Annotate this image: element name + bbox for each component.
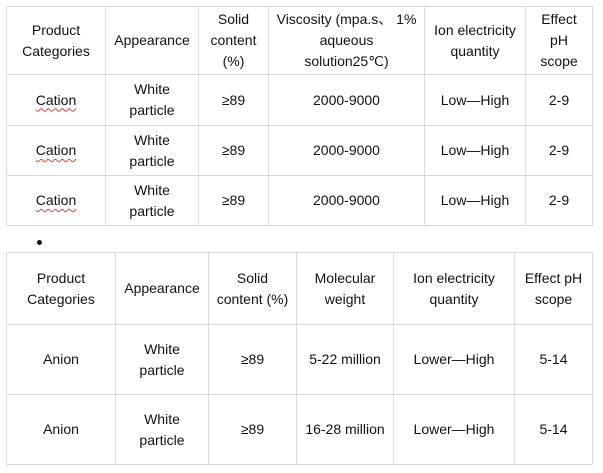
cell-category: Cation	[6, 74, 106, 126]
cell-solid: ≥89	[208, 394, 297, 465]
cell-solid: ≥89	[198, 74, 269, 126]
header-product-categories: Product Categories	[6, 252, 116, 325]
table-row: Cation White particle ≥89 2000-9000 Low—H…	[6, 74, 593, 126]
cell-molecular-weight: 5-22 million	[296, 324, 394, 395]
cell-appearance: White particle	[105, 175, 199, 226]
header-appearance: Appearance	[105, 6, 199, 75]
table-row: Anion White particle ≥89 5-22 million Low…	[6, 324, 593, 395]
header-effect-ph: Effect pH scope	[525, 6, 593, 75]
header-solid-content: Solid content (%)	[198, 6, 269, 75]
cell-appearance: White particle	[105, 125, 199, 176]
cell-solid: ≥89	[208, 324, 297, 395]
cell-category: Anion	[6, 394, 116, 465]
table-row: Anion White particle ≥89 16-28 million Lo…	[6, 394, 593, 465]
table-row: Cation White particle ≥89 2000-9000 Low—H…	[6, 175, 593, 226]
table-row: Cation White particle ≥89 2000-9000 Low—H…	[6, 125, 593, 176]
cell-viscosity: 2000-9000	[268, 74, 425, 126]
header-molecular-weight: Molecular weight	[296, 252, 394, 325]
cell-ion: Lower—High	[393, 324, 515, 395]
cell-ion: Low—High	[424, 125, 526, 176]
cell-ph: 2-9	[525, 74, 593, 126]
table-header-row: Product Categories Appearance Solid conten…	[6, 252, 593, 325]
cell-ion: Low—High	[424, 74, 526, 126]
header-solid-content: Solid content (%)	[208, 252, 297, 325]
cell-category: Cation	[6, 125, 106, 176]
header-product-categories: Product Categories	[6, 6, 106, 75]
table-header-row: Product Categories Appearance Solid conten…	[6, 6, 593, 75]
list-bullet	[37, 240, 42, 245]
cell-ph: 5-14	[514, 394, 593, 465]
cell-molecular-weight: 16-28 million	[296, 394, 394, 465]
cell-viscosity: 2000-9000	[268, 125, 425, 176]
cell-viscosity: 2000-9000	[268, 175, 425, 226]
header-viscosity: Viscosity (mpa.s、 1% aqueous solution25℃)	[268, 6, 425, 75]
cell-ph: 2-9	[525, 175, 593, 226]
cell-category: Anion	[6, 324, 116, 395]
anion-spec-table: Product Categories Appearance Solid conten…	[6, 252, 593, 465]
cell-appearance: White particle	[115, 324, 209, 395]
header-appearance: Appearance	[115, 252, 209, 325]
cell-solid: ≥89	[198, 175, 269, 226]
header-effect-ph: Effect pH scope	[514, 252, 593, 325]
cell-solid: ≥89	[198, 125, 269, 176]
cell-ion: Lower—High	[393, 394, 515, 465]
cell-ph: 5-14	[514, 324, 593, 395]
cell-ion: Low—High	[424, 175, 526, 226]
cell-appearance: White particle	[115, 394, 209, 465]
cell-ph: 2-9	[525, 125, 593, 176]
header-ion-electricity: Ion electricity quantity	[424, 6, 526, 75]
cell-category: Cation	[6, 175, 106, 226]
cation-spec-table: Product Categories Appearance Solid conten…	[6, 6, 593, 226]
cell-appearance: White particle	[105, 74, 199, 126]
header-ion-electricity: Ion electricity quantity	[393, 252, 515, 325]
